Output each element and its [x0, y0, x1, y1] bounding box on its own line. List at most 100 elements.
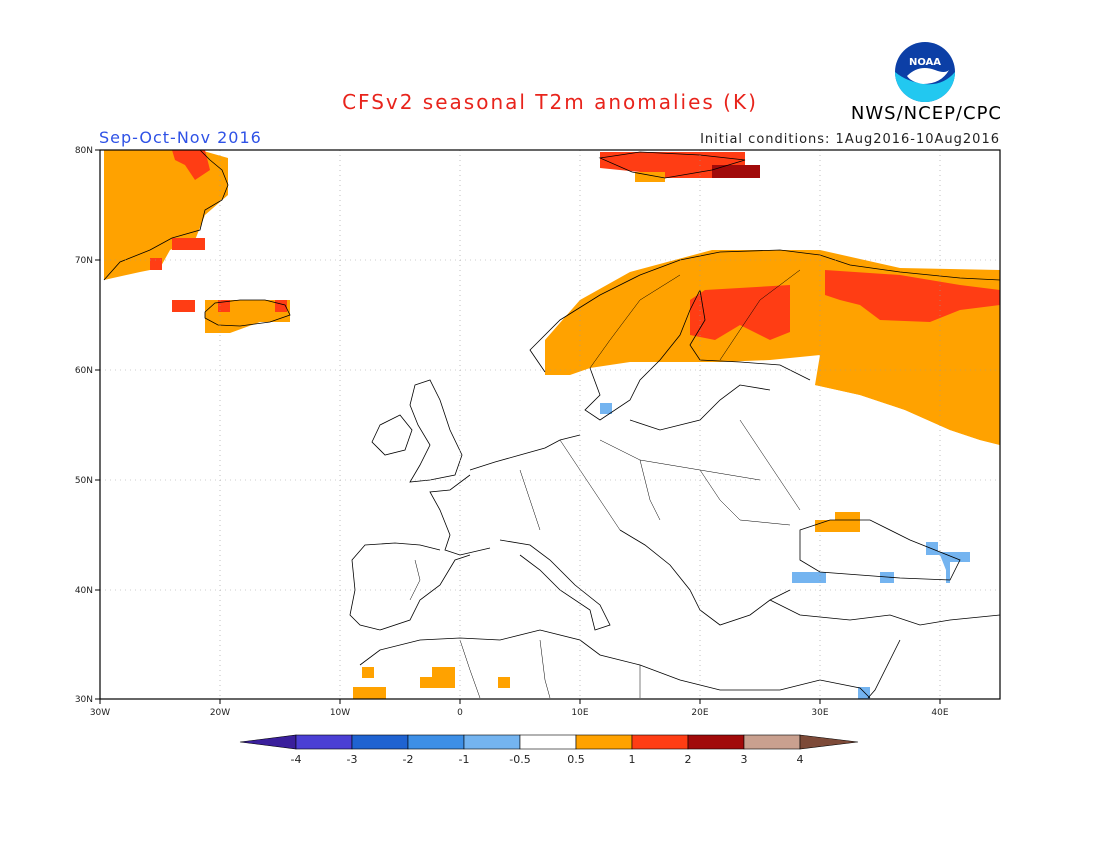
greenland-strong-anomaly-3	[150, 258, 162, 270]
lon-tick-label: 40E	[931, 708, 948, 718]
border-line	[459, 639, 481, 699]
baltic-coastline	[629, 384, 771, 431]
europe-west-coastline	[469, 434, 581, 471]
border-line	[599, 439, 761, 481]
lon-tick-label: 10E	[571, 708, 588, 718]
border-line	[539, 639, 551, 699]
britain-coastline	[409, 379, 463, 483]
border-line	[559, 439, 621, 531]
lon-tick-label: 20W	[210, 708, 230, 718]
scandinavia-coastline	[529, 249, 1001, 373]
italy-coastline	[499, 539, 611, 631]
colorbar-segment	[351, 734, 409, 750]
map-frame	[99, 149, 1001, 700]
turkey-cool-anomaly	[792, 572, 826, 583]
colorbar-tick-label: -0.5	[509, 753, 530, 766]
kola-strong-anomaly	[825, 270, 1000, 322]
svalbard-orange-anomaly	[635, 172, 665, 182]
africa-coastline	[359, 629, 871, 699]
border-line	[699, 469, 791, 526]
balkans-coastline	[619, 529, 791, 626]
lat-tick-label: 30N	[75, 695, 93, 705]
organization-label: NWS/NCEP/CPC	[850, 103, 1002, 124]
border-line	[639, 459, 661, 521]
colorbar-segment	[295, 734, 353, 750]
anomaly-fill-layer	[104, 150, 1000, 699]
algeria-warm-anomaly	[420, 667, 455, 688]
coastline-layer	[103, 149, 1001, 699]
svalbard-coastline	[598, 151, 746, 179]
colorbar-arrow-high	[799, 734, 859, 750]
black-sea-coastline	[799, 519, 961, 581]
noaa-logo-text: NOAA	[909, 57, 941, 68]
iberia-coastline	[349, 542, 471, 631]
greenland-strong-anomaly-2	[172, 238, 205, 250]
lat-tick-label: 40N	[75, 586, 93, 596]
lat-tick-label: 80N	[75, 146, 93, 156]
colorbar-tick-label: -3	[347, 753, 358, 766]
country-border-layer	[409, 269, 801, 699]
lat-tick-label: 70N	[75, 256, 93, 266]
colorbar-tick-label: 1	[629, 753, 636, 766]
lon-tick-label: 0	[457, 708, 463, 718]
latitude-axis: 30N 40N 50N 60N 70N 80N	[75, 146, 100, 705]
greenland-coastline	[103, 149, 229, 281]
iceland-strong-anomaly	[172, 300, 195, 312]
baltic-cool-anomaly	[600, 403, 612, 414]
greenland-strong-anomaly	[172, 150, 210, 180]
colorbar-segment	[407, 734, 465, 750]
graticule-layer	[100, 150, 1000, 699]
levant-cool-anomaly	[858, 687, 870, 699]
colorbar-segment	[519, 734, 577, 750]
colorbar-segment	[687, 734, 745, 750]
border-line	[719, 269, 801, 361]
longitude-axis: 30W 20W 10W 0 10E 20E 30E 40E	[90, 699, 949, 718]
initial-conditions-label: Initial conditions: 1Aug2016-10Aug2016	[700, 132, 1000, 147]
border-line	[739, 419, 801, 511]
colorbar-tick-label: -4	[291, 753, 302, 766]
svalbard-extreme-anomaly	[712, 165, 760, 178]
colorbar-tick-label: -2	[403, 753, 414, 766]
border-line	[589, 274, 681, 369]
lat-tick-label: 60N	[75, 366, 93, 376]
lon-tick-label: 30W	[90, 708, 110, 718]
lon-tick-label: 20E	[691, 708, 708, 718]
black-sea-warm-anomaly	[815, 512, 860, 532]
colorbar: -4 -3 -2 -1 -0.5 0.5 1 2 3 4	[239, 734, 859, 766]
colorbar-segment	[631, 734, 689, 750]
sweden-coastline	[584, 289, 701, 421]
colorbar-segment	[463, 734, 521, 750]
morocco-warm-anomaly	[362, 667, 374, 678]
atlas-warm-anomaly	[353, 687, 386, 699]
colorbar-tick-label: 0.5	[567, 753, 585, 766]
france-coastline	[429, 474, 491, 556]
greenland-warm-anomaly	[104, 150, 228, 280]
colorbar-tick-label: 2	[685, 753, 692, 766]
sahara-warm-anomaly	[498, 677, 510, 688]
anatolia-cool-anomaly	[880, 572, 894, 583]
svalbard-strong-anomaly	[600, 152, 745, 178]
colorbar-segment	[743, 734, 801, 750]
season-label: Sep-Oct-Nov 2016	[99, 128, 262, 147]
turkey-coastline	[769, 599, 1001, 626]
border-line	[519, 469, 541, 531]
finland-strong-anomaly	[690, 285, 790, 340]
colorbar-tick-label: 4	[797, 753, 804, 766]
lon-tick-label: 30E	[811, 708, 828, 718]
noaa-logo: NOAA	[895, 42, 955, 102]
lat-tick-label: 50N	[75, 476, 93, 486]
caucasus-cool-anomaly	[926, 542, 970, 583]
ireland-coastline	[371, 414, 413, 456]
levant-coastline	[867, 639, 901, 699]
russia-warm-anomaly	[815, 355, 1000, 445]
map-title: CFSv2 seasonal T2m anomalies (K)	[342, 90, 758, 114]
iceland-strong-anomaly-2	[218, 300, 230, 312]
colorbar-arrow-low	[239, 734, 297, 750]
colorbar-tick-label: -1	[459, 753, 470, 766]
border-line	[409, 559, 421, 601]
colorbar-segment	[575, 734, 633, 750]
colorbar-tick-label: 3	[741, 753, 748, 766]
iceland-coastline	[204, 299, 291, 327]
lon-tick-label: 10W	[330, 708, 350, 718]
